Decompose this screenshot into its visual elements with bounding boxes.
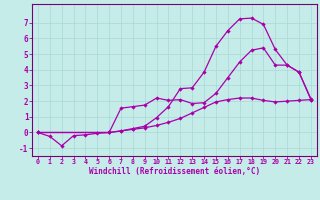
X-axis label: Windchill (Refroidissement éolien,°C): Windchill (Refroidissement éolien,°C) [89, 167, 260, 176]
